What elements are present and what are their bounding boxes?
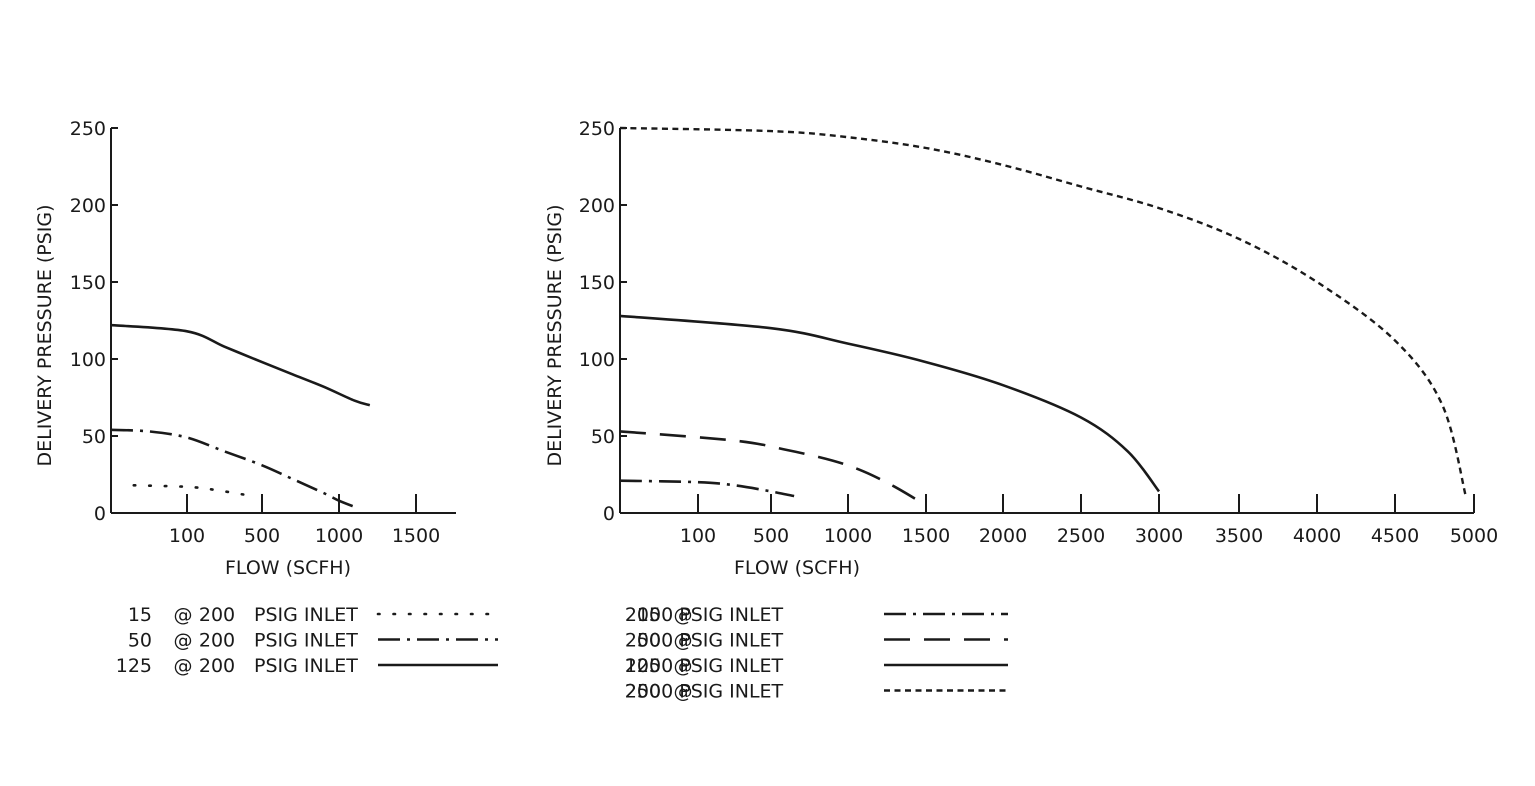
series-line-3	[619, 314, 1161, 493]
y-tick-label: 0	[603, 503, 615, 525]
x-tick-label: 500	[753, 525, 789, 547]
legend-item: 250 @2000 PSIG INLET	[625, 681, 1008, 703]
x-tick-label: 3000	[1135, 525, 1183, 547]
y-tick-label: 50	[82, 426, 106, 448]
series-line-3	[110, 323, 371, 407]
legend-inlet: 200	[199, 630, 235, 652]
x-tick-label: 100	[680, 525, 716, 547]
chart-2: 0 50 100 150 200 250 100 500 1000 1500 2000 2500 300…	[544, 118, 1498, 703]
y-tick-label: 100	[579, 349, 615, 371]
x-tick-label: 1000	[824, 525, 872, 547]
series-line-4	[619, 126, 1468, 498]
x-tick-label: 1500	[902, 525, 950, 547]
x-tick-label: 3500	[1215, 525, 1263, 547]
y-axis-title: DELIVERY PRESSURE (PSIG)	[34, 204, 56, 466]
legend-item: 125 @200 PSIG INLET	[116, 655, 498, 677]
legend-inlet: 2000 PSIG INLET	[625, 630, 784, 652]
legend-at: @	[674, 604, 693, 626]
legend-value: 15	[637, 604, 661, 626]
x-tick-label: 4500	[1371, 525, 1419, 547]
legend-value: 125	[625, 655, 661, 677]
legend-at: @	[174, 655, 193, 677]
legend-at: @	[174, 604, 193, 626]
legend-inlet: 200	[199, 655, 235, 677]
legend-at: @	[174, 630, 193, 652]
y-tick-label: 250	[579, 118, 615, 140]
legend-inlet: 2000 PSIG INLET	[625, 604, 784, 626]
y-tick-label: 200	[579, 195, 615, 217]
x-tick-label: 2500	[1057, 525, 1105, 547]
legend-item: 15 @2000 PSIG INLET	[625, 604, 1008, 626]
y-tick-label: 150	[579, 272, 615, 294]
x-tick-label: 1500	[392, 525, 440, 547]
series-line-2	[110, 428, 355, 509]
x-tick-label: 100	[169, 525, 205, 547]
series-line-2	[619, 430, 927, 507]
y-tick-label: 50	[591, 426, 615, 448]
legend-at: @	[674, 681, 693, 703]
legend-inlet: 200	[199, 604, 235, 626]
y-tick-label: 100	[70, 349, 106, 371]
legend-item: 15 @200 PSIG INLET	[128, 604, 500, 626]
legend-item: 50 @2000 PSIG INLET	[625, 630, 1008, 652]
legend-item: 125 @2000 PSIG INLET	[625, 655, 1008, 677]
x-axis-title: FLOW (SCFH)	[225, 557, 351, 579]
y-axis-title: DELIVERY PRESSURE (PSIG)	[544, 204, 566, 466]
chart-1: 0 50 100 150 200 250 100 500 1000 1500 FLOW (SCFH)…	[34, 118, 500, 677]
legend: 15 @200 PSIG INLET 50 @200 PSIG INLET 125 @200 P…	[116, 604, 500, 677]
legend-inlet: 2000 PSIG INLET	[625, 681, 784, 703]
legend-inlet: 2000 PSIG INLET	[625, 655, 784, 677]
x-axis-title: FLOW (SCFH)	[734, 557, 860, 579]
legend-value: 125	[116, 655, 152, 677]
series-line-1	[132, 484, 254, 498]
legend-at: @	[674, 655, 693, 677]
legend-suffix: PSIG INLET	[254, 630, 358, 652]
x-tick-label: 5000	[1450, 525, 1498, 547]
legend-at: @	[674, 630, 693, 652]
legend-value: 50	[128, 630, 152, 652]
x-tick-label: 4000	[1293, 525, 1341, 547]
legend-suffix: PSIG INLET	[254, 604, 358, 626]
legend-suffix: PSIG INLET	[254, 655, 358, 677]
legend-value: 50	[637, 630, 661, 652]
x-tick-label: 500	[244, 525, 280, 547]
series-line-1	[619, 479, 795, 498]
legend-value: 250	[625, 681, 661, 703]
legend-value: 15	[128, 604, 152, 626]
y-tick-label: 250	[70, 118, 106, 140]
y-tick-label: 200	[70, 195, 106, 217]
y-tick-label: 0	[94, 503, 106, 525]
x-tick-label: 1000	[315, 525, 363, 547]
y-tick-label: 150	[70, 272, 106, 294]
legend-item: 50 @200 PSIG INLET	[128, 630, 498, 652]
x-tick-label: 2000	[979, 525, 1027, 547]
